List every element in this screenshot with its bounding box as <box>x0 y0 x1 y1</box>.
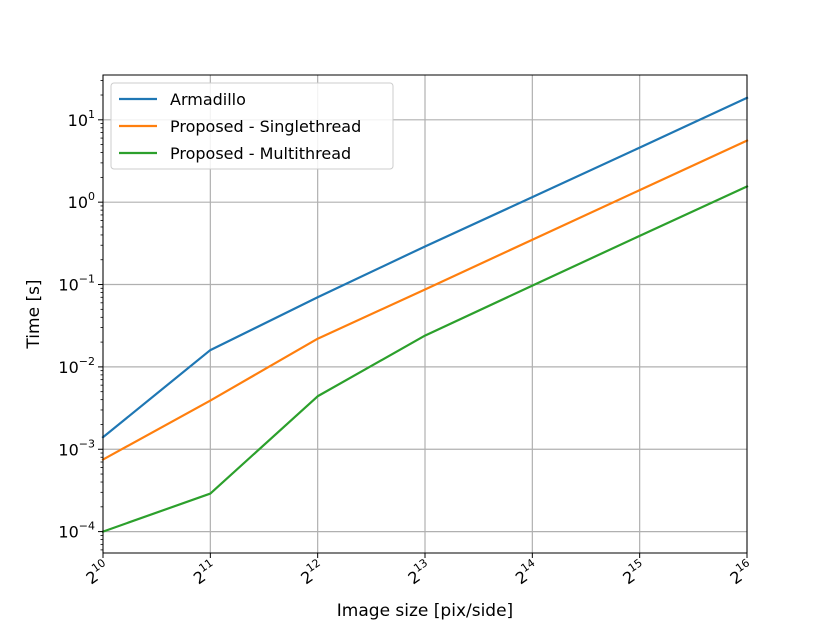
legend-entries: Armadillo Proposed - Singlethread Proposed… <box>119 90 361 163</box>
y-tick-label-base: 10 <box>58 440 78 459</box>
x-tick-label: 215 <box>618 556 650 588</box>
y-tick-label-base: 10 <box>68 193 88 212</box>
x-tick-label: 211 <box>188 556 220 588</box>
y-tick-label-exponent: −1 <box>79 273 95 286</box>
legend-label: Proposed - Singlethread <box>170 117 361 136</box>
x-tick-label: 214 <box>510 556 542 588</box>
x-tick-label: 212 <box>296 556 328 588</box>
y-tick-label-exponent: −2 <box>79 355 95 368</box>
y-axis-label: Time [s] <box>24 279 44 349</box>
y-tick-label-base: 10 <box>58 523 78 542</box>
x-tick-label: 216 <box>725 556 757 588</box>
x-axis-label: Image size [pix/side] <box>337 601 513 621</box>
legend: Armadillo Proposed - Singlethread Proposed… <box>110 82 394 170</box>
series-line <box>101 96 749 439</box>
legend-label: Armadillo <box>170 90 246 109</box>
y-tick-label-exponent: 1 <box>88 108 95 121</box>
y-tick-label-exponent: −4 <box>79 520 95 533</box>
x-axis-ticks: 210 211 212 213 214 215 216 <box>81 553 757 588</box>
y-tick-label-base: 10 <box>58 276 78 295</box>
y-tick-label-exponent: 0 <box>88 190 95 203</box>
y-tick-label: 10−4 <box>58 520 95 542</box>
x-tick-label: 213 <box>403 556 435 588</box>
series-line <box>101 139 749 462</box>
y-tick-label: 101 <box>68 108 95 130</box>
legend-box <box>110 82 394 170</box>
y-tick-label: 10−2 <box>58 355 95 377</box>
y-tick-label-base: 10 <box>68 111 88 130</box>
legend-label: Proposed - Multithread <box>170 144 351 163</box>
y-tick-label: 100 <box>68 190 95 212</box>
x-tick-label: 210 <box>81 556 113 588</box>
y-tick-label-base: 10 <box>58 358 78 377</box>
y-tick-label: 10−1 <box>58 273 95 295</box>
series-layer <box>101 96 749 534</box>
y-tick-label: 10−3 <box>58 437 95 459</box>
y-tick-label-exponent: −3 <box>79 437 95 450</box>
series-line <box>101 185 749 534</box>
